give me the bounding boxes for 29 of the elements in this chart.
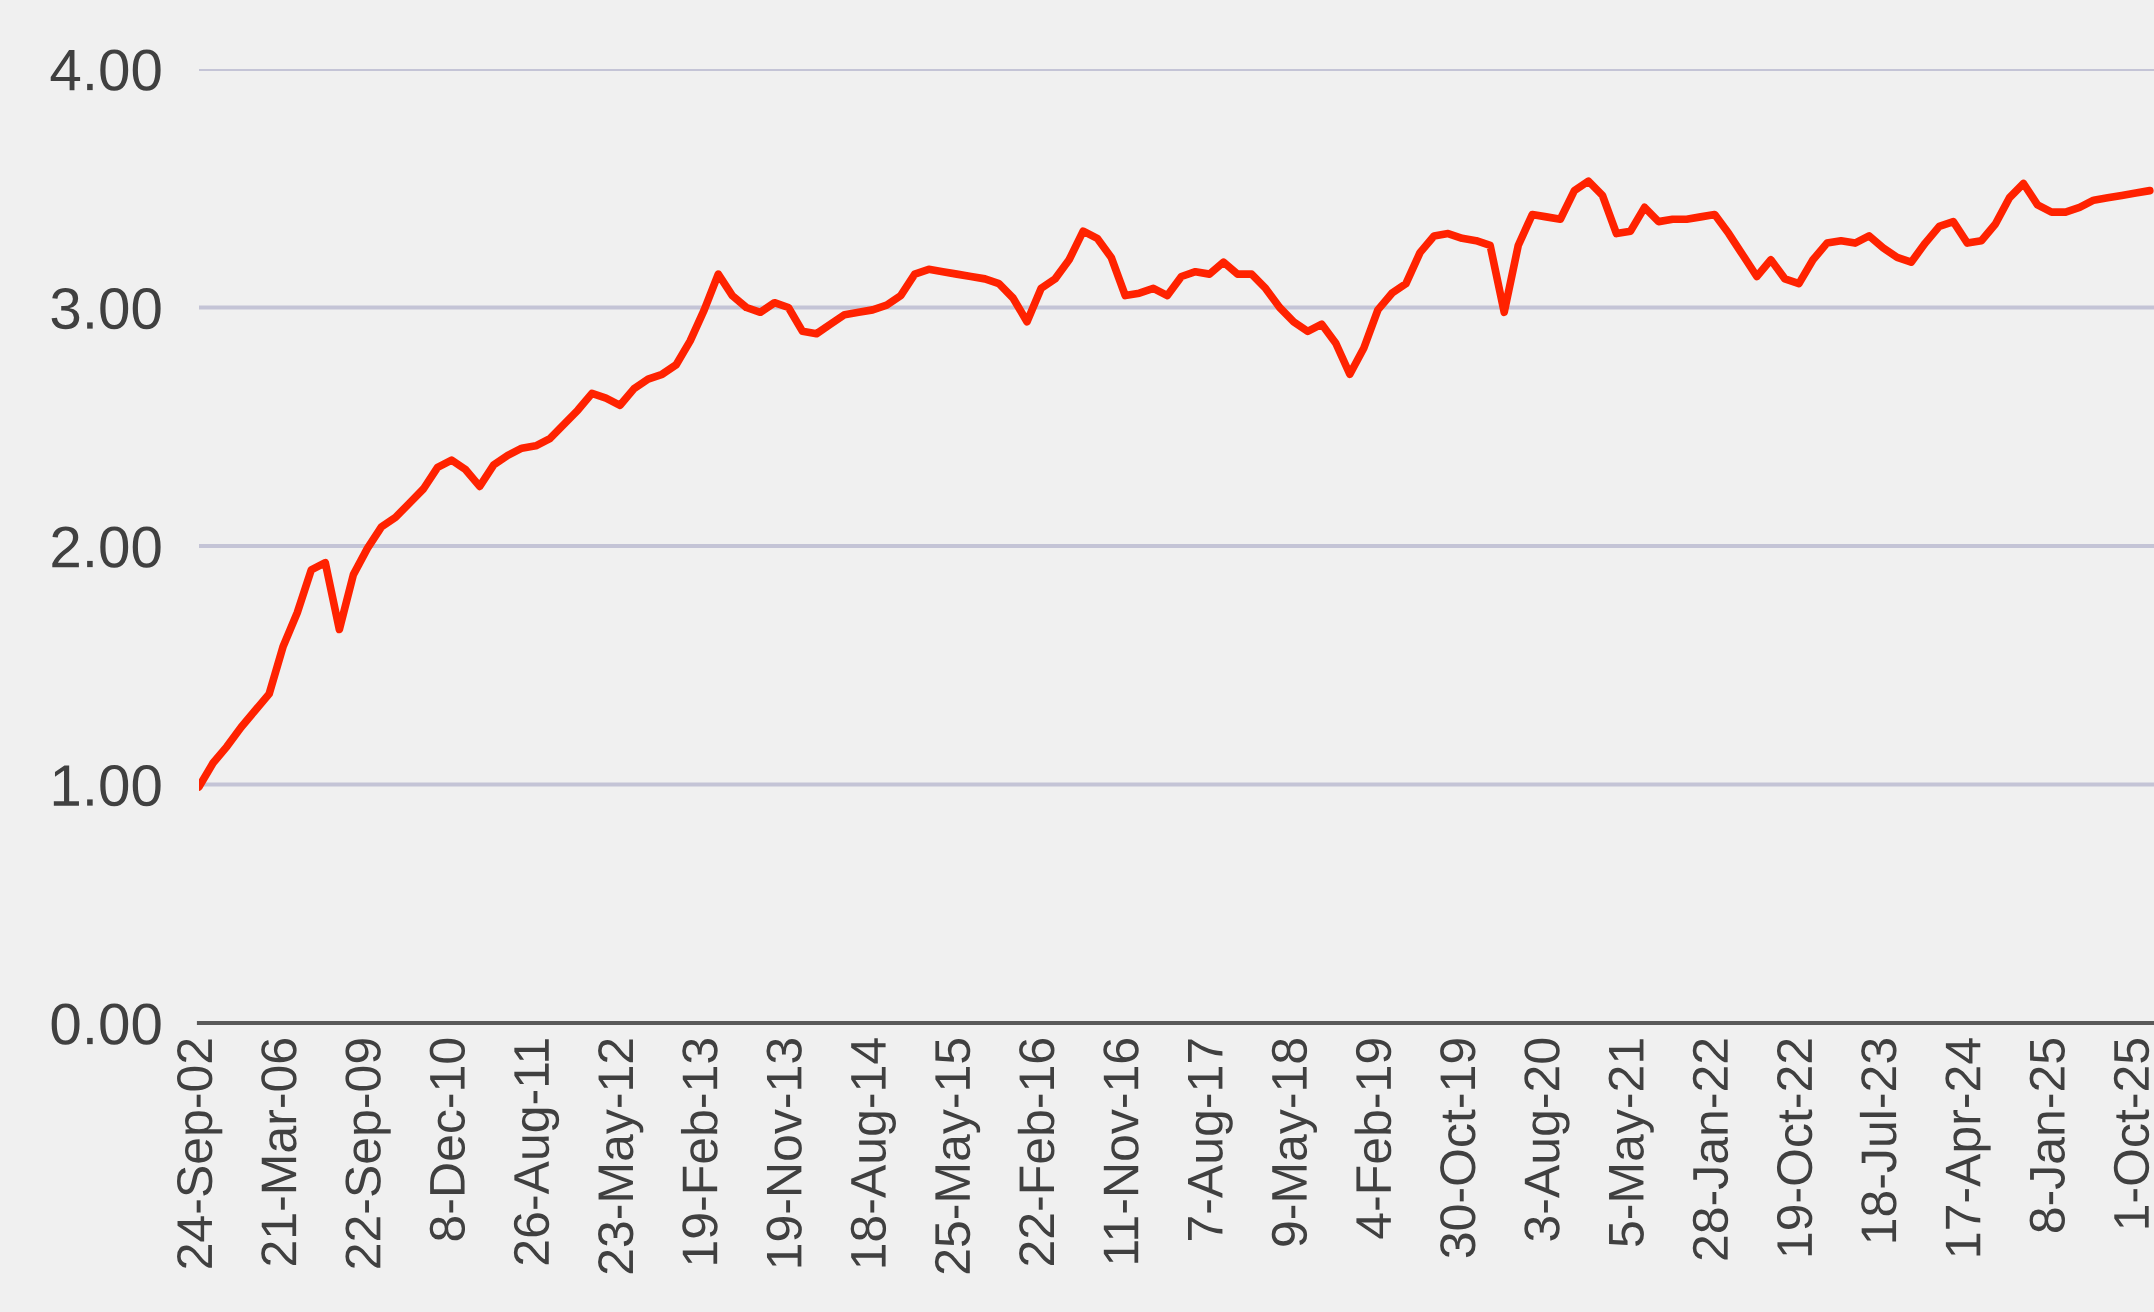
x-tick-label: 21-Mar-06 (261, 1039, 297, 1265)
x-tick-label: 5-May-21 (1608, 1039, 1654, 1247)
y-tick-label: 3.00 (51, 287, 161, 330)
x-tick-label: 1-Oct-25 (2113, 1038, 2150, 1228)
x-tick-label: 26-Aug-11 (513, 1039, 560, 1265)
x-tick-label: 22-Sep-09 (345, 1039, 391, 1268)
x-tick-label: 19-Feb-13 (680, 1039, 718, 1264)
x-tick-label: 18-Aug-14 (850, 1038, 896, 1267)
y-tick-label: 1.00 (53, 764, 161, 807)
x-tick-label: 28-Jan-22 (1692, 1039, 1729, 1260)
y-tick-label: 0.00 (51, 1003, 161, 1045)
x-tick-label: 3-Aug-20 (1524, 1038, 1570, 1241)
x-tick-label: 19-Nov-13 (766, 1039, 802, 1267)
y-tick-label: 4.00 (50, 49, 161, 91)
x-tick-label: 9-May-18 (1271, 1039, 1317, 1246)
x-tick-label: 8-Dec-10 (429, 1038, 466, 1241)
x-tick-label: 11-Nov-16 (1103, 1039, 1139, 1263)
x-tick-label: 18-Jul-23 (1859, 1039, 1897, 1242)
x-tick-label: 4-Feb-19 (1354, 1039, 1392, 1239)
x-tick-label: 22-Feb-16 (1017, 1039, 1055, 1266)
x-tick-label: 17-Apr-24 (1945, 1038, 1991, 1256)
x-tick-label: 19-Oct-22 (1776, 1039, 1813, 1256)
x-tick-label: 25-May-15 (934, 1038, 981, 1274)
x-tick-label: 30-Oct-19 (1440, 1039, 1476, 1258)
y-tick-label: 2.00 (52, 526, 161, 568)
x-tick-label: 7-Aug-17 (1188, 1039, 1233, 1240)
x-tick-label: 23-May-12 (598, 1039, 644, 1274)
x-tick-label: 24-Sep-02 (177, 1039, 223, 1268)
x-tick-label: 8-Jan-25 (2029, 1038, 2065, 1233)
